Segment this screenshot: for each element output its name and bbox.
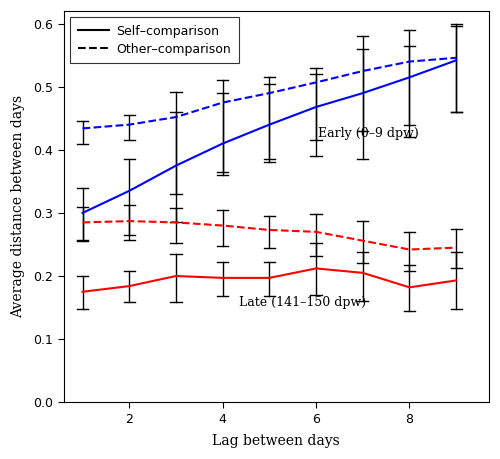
X-axis label: Lag between days: Lag between days [212, 434, 340, 448]
Text: Early (0–9 dpw): Early (0–9 dpw) [318, 127, 419, 140]
Text: Late (141–150 dpw): Late (141–150 dpw) [239, 296, 366, 309]
Y-axis label: Average distance between days: Average distance between days [11, 95, 25, 318]
Legend: Self–comparison, Other–comparison: Self–comparison, Other–comparison [70, 17, 238, 63]
